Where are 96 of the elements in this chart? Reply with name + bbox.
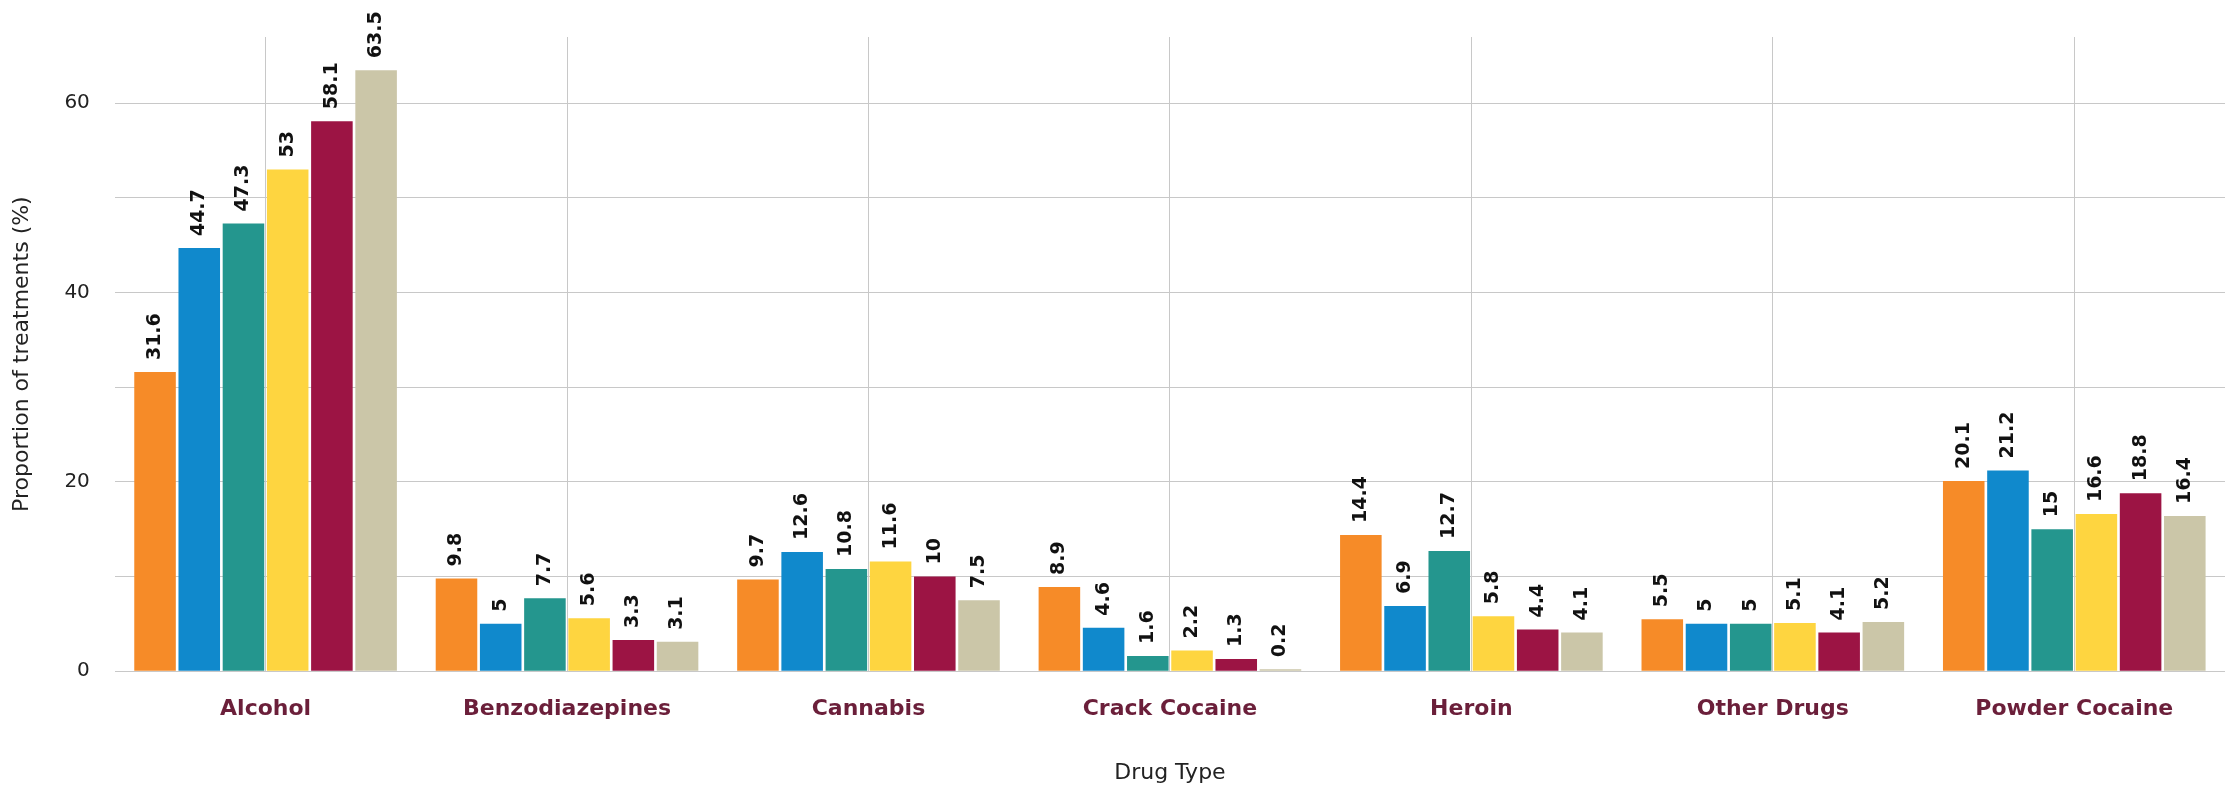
data-label: 18.8 (2127, 434, 2150, 482)
data-label: 8.9 (1046, 541, 1069, 575)
data-label: 9.8 (443, 532, 466, 567)
bar (1038, 586, 1081, 671)
x-axis-title: Drug Type (1114, 758, 1226, 784)
x-tick-label: Benzodiazepines (462, 695, 672, 721)
x-tick-label: Other Drugs (1696, 695, 1849, 721)
bar (958, 600, 1000, 671)
bar (2031, 529, 2073, 671)
bar (1516, 629, 1559, 671)
data-label: 5.5 (1649, 573, 1672, 608)
bar (1561, 632, 1603, 671)
data-label: 5 (1737, 598, 1760, 612)
bar (2164, 515, 2206, 671)
data-label: 5.1 (1781, 577, 1804, 611)
bar (914, 576, 956, 671)
bar (1215, 658, 1258, 671)
y-tick-label: 60 (64, 89, 90, 114)
y-tick-label: 0 (77, 657, 90, 682)
x-tick-label: Crack Cocaine (1082, 695, 1258, 721)
data-label: 4.6 (1090, 581, 1113, 616)
bar (311, 121, 353, 671)
x-tick-label: Powder Cocaine (1975, 695, 2174, 721)
data-label: 9.7 (744, 533, 767, 568)
data-label: 1.6 (1134, 610, 1157, 645)
bar (2075, 514, 2118, 671)
bar (1774, 622, 1816, 671)
bar (781, 551, 823, 671)
data-label: 47.3 (230, 164, 253, 212)
data-label: 11.6 (877, 502, 900, 550)
bar (1987, 470, 2029, 671)
bar (1818, 632, 1860, 671)
data-label: 20.1 (1950, 422, 1973, 469)
data-label: 31.6 (141, 313, 164, 361)
bar (355, 70, 397, 671)
y-axis-title: Proportion of treatments (%) (7, 196, 33, 512)
bar (1127, 656, 1169, 671)
data-label: 15 (2039, 490, 2062, 518)
data-label: 6.9 (1391, 560, 1414, 594)
bar (1942, 480, 1985, 671)
bar (1641, 619, 1684, 671)
bar (1171, 650, 1213, 671)
bar (737, 579, 779, 671)
data-label: 44.7 (186, 189, 209, 237)
bar (1384, 605, 1426, 671)
bar (1472, 616, 1515, 671)
bar (1340, 534, 1382, 671)
data-label: 5.8 (1480, 570, 1503, 605)
data-label: 5.2 (1870, 576, 1893, 610)
x-tick-label: Heroin (1430, 695, 1513, 721)
data-label: 5 (487, 598, 510, 612)
bar (1428, 550, 1471, 671)
x-tick-label: Cannabis (811, 695, 926, 721)
data-label: 58.1 (318, 62, 341, 110)
bar (178, 248, 221, 671)
data-label: 4.1 (1568, 586, 1591, 621)
data-label: 5 (1693, 598, 1716, 612)
data-label: 16.4 (2171, 457, 2194, 504)
data-label: 2.2 (1178, 604, 1201, 639)
data-label: 4.1 (1826, 586, 1849, 621)
data-label: 16.6 (2083, 455, 2106, 503)
bar (1685, 623, 1728, 671)
data-label: 14.4 (1347, 476, 1370, 523)
bar (222, 223, 265, 671)
bar (1729, 623, 1772, 671)
bar (1862, 621, 1905, 671)
bar (479, 623, 522, 671)
data-label: 53 (274, 131, 297, 158)
bar (656, 641, 699, 671)
data-label: 10 (921, 538, 944, 565)
bar (134, 372, 176, 671)
bar (1082, 627, 1125, 671)
x-tick-label: Alcohol (220, 695, 312, 721)
data-label: 7.5 (965, 554, 988, 589)
bar (869, 561, 912, 671)
bar (612, 639, 655, 671)
data-label: 12.7 (1436, 492, 1459, 539)
bar (524, 598, 566, 671)
data-label: 1.3 (1223, 613, 1246, 647)
bar (435, 578, 478, 671)
data-label: 21.2 (1994, 411, 2017, 459)
data-label: 3.1 (664, 596, 687, 630)
bar (825, 568, 868, 671)
bar (2119, 493, 2162, 671)
data-label: 4.4 (1524, 583, 1547, 618)
y-tick-label: 40 (64, 278, 90, 303)
data-label: 7.7 (531, 552, 554, 587)
y-tick-label: 20 (64, 468, 90, 493)
bar (568, 618, 610, 671)
data-label: 12.6 (789, 493, 812, 540)
data-label: 0.2 (1267, 623, 1290, 658)
data-label: 3.3 (620, 594, 643, 628)
data-label: 63.5 (363, 11, 386, 59)
data-label: 5.6 (576, 572, 599, 607)
data-label: 10.8 (833, 510, 856, 557)
bar (266, 169, 309, 671)
